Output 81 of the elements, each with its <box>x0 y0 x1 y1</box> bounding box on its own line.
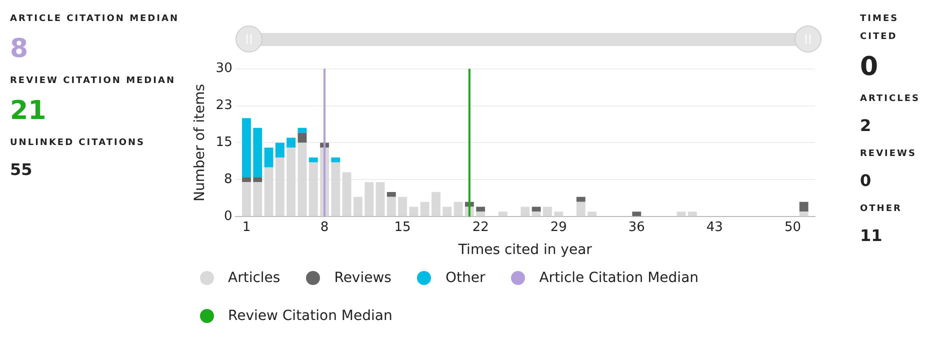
bar <box>442 206 452 216</box>
bar <box>264 148 274 168</box>
legend-label: Articles <box>228 270 280 286</box>
bar <box>386 196 396 216</box>
bar <box>308 162 318 216</box>
x-tick-label: 50 <box>784 220 801 235</box>
bar <box>298 132 307 143</box>
bar <box>253 128 262 178</box>
bar <box>576 202 586 216</box>
text: OTHER <box>860 203 903 216</box>
x-tick-label: 29 <box>550 220 567 235</box>
text: REVIEWS <box>860 148 918 161</box>
text: 2 <box>860 116 872 135</box>
bar <box>632 212 642 216</box>
bar <box>242 182 251 216</box>
bar <box>298 128 307 133</box>
legend-label: Reviews <box>334 270 392 286</box>
text: 0 <box>860 171 872 190</box>
bar <box>275 142 284 158</box>
bar <box>576 196 586 202</box>
bar <box>532 212 541 216</box>
bar <box>286 138 296 148</box>
text: 55 <box>10 160 34 179</box>
bar <box>354 196 362 216</box>
bar <box>454 202 463 216</box>
bar <box>543 206 552 216</box>
bar <box>298 142 307 216</box>
bar <box>554 212 564 216</box>
bar <box>398 196 408 216</box>
text: ARTICLE CITATION MEDIAN <box>10 13 180 26</box>
bar <box>308 157 318 162</box>
bar <box>476 206 486 212</box>
bar <box>376 182 385 216</box>
bar <box>331 162 340 216</box>
bar <box>432 192 440 216</box>
x-tick-label: 15 <box>394 220 411 235</box>
bar <box>253 182 262 216</box>
x-tick-label: 1 <box>242 220 251 235</box>
text: ARTICLES <box>860 93 921 106</box>
y-tick-label: 15 <box>216 135 232 150</box>
bar <box>242 118 251 178</box>
bar <box>331 157 340 162</box>
y-tick-label: 30 <box>216 61 232 76</box>
x-tick-label: 22 <box>472 220 489 235</box>
bar <box>264 167 274 216</box>
text: 21 <box>10 96 48 126</box>
bar <box>588 212 597 216</box>
x-axis-title: Times cited in year <box>457 242 592 258</box>
x-tick-label: 8 <box>320 220 329 235</box>
y-axis-title: Number of items <box>192 84 208 202</box>
x-tick-label: 36 <box>628 220 645 235</box>
bar <box>386 192 396 197</box>
y-tick-label: 23 <box>216 98 232 114</box>
bar <box>676 212 686 216</box>
text: 0 <box>860 52 880 82</box>
legend-label: Other <box>445 270 486 286</box>
bar <box>409 206 418 216</box>
text: UNLINKED CITATIONS <box>10 137 146 150</box>
bar <box>476 212 486 216</box>
bar <box>342 172 352 216</box>
y-tick-label: 0 <box>224 208 232 224</box>
bar <box>688 212 697 216</box>
y-tick-label: 8 <box>224 172 232 188</box>
text: REVIEW CITATION MEDIAN <box>10 75 176 88</box>
bar <box>520 206 530 216</box>
text: 8 <box>10 34 30 64</box>
bar <box>799 202 808 212</box>
bar <box>275 157 284 216</box>
legend-label: Article Citation Median <box>539 270 699 286</box>
bar <box>498 212 508 216</box>
bar <box>799 212 808 216</box>
bar <box>286 148 296 216</box>
bar <box>532 206 541 212</box>
bar <box>253 177 262 182</box>
bar <box>242 177 251 182</box>
bar <box>364 182 374 216</box>
x-tick-label: 43 <box>706 220 723 235</box>
text: 11 <box>860 226 884 245</box>
legend-label: Review Citation Median <box>228 308 392 324</box>
bar <box>420 202 430 216</box>
text: TIMES CITED <box>860 13 900 44</box>
